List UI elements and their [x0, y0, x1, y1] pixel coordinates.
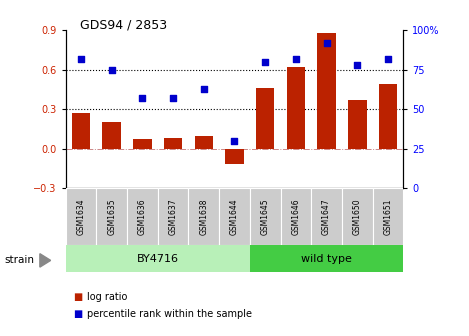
Text: GSM1645: GSM1645 — [261, 198, 270, 235]
Bar — [256, 88, 274, 149]
Bar — [189, 188, 219, 245]
Bar — [164, 138, 182, 149]
Text: GSM1636: GSM1636 — [138, 198, 147, 235]
Text: GSM1644: GSM1644 — [230, 198, 239, 235]
Text: GSM1647: GSM1647 — [322, 198, 331, 235]
Bar — [103, 122, 121, 149]
Text: GSM1634: GSM1634 — [76, 198, 85, 235]
Point — [384, 56, 392, 61]
Text: strain: strain — [5, 255, 35, 265]
Bar — [318, 33, 336, 149]
Text: GSM1651: GSM1651 — [384, 199, 393, 235]
Bar — [133, 139, 151, 149]
Point — [323, 40, 330, 46]
Point — [261, 59, 269, 65]
Bar — [379, 84, 397, 149]
Point — [292, 56, 300, 61]
Text: percentile rank within the sample: percentile rank within the sample — [87, 309, 252, 319]
Text: GSM1635: GSM1635 — [107, 198, 116, 235]
Bar — [287, 67, 305, 149]
Point — [231, 138, 238, 143]
Point — [200, 86, 208, 91]
Bar — [311, 188, 342, 245]
Bar — [72, 113, 90, 149]
Bar — [195, 135, 213, 149]
Bar — [66, 245, 250, 272]
Text: BY4716: BY4716 — [137, 254, 179, 264]
Bar — [250, 188, 280, 245]
Bar — [225, 149, 244, 165]
Bar — [219, 188, 250, 245]
Text: GSM1650: GSM1650 — [353, 198, 362, 235]
Text: GSM1637: GSM1637 — [168, 198, 178, 235]
Bar — [250, 245, 403, 272]
Text: wild type: wild type — [301, 254, 352, 264]
Bar — [158, 188, 189, 245]
Text: log ratio: log ratio — [87, 292, 127, 302]
Text: ■: ■ — [73, 309, 82, 319]
Text: GDS94 / 2853: GDS94 / 2853 — [80, 18, 167, 32]
Bar — [127, 188, 158, 245]
Bar — [96, 188, 127, 245]
Point — [169, 95, 177, 101]
Point — [354, 62, 361, 68]
Bar — [373, 188, 403, 245]
Text: GSM1646: GSM1646 — [291, 198, 301, 235]
Point — [108, 67, 115, 73]
Bar — [342, 188, 373, 245]
Point — [139, 95, 146, 101]
Point — [77, 56, 85, 61]
Bar — [66, 188, 96, 245]
Polygon shape — [40, 254, 51, 267]
Text: ■: ■ — [73, 292, 82, 302]
Bar — [280, 188, 311, 245]
Text: GSM1638: GSM1638 — [199, 199, 208, 235]
Bar — [348, 100, 366, 149]
